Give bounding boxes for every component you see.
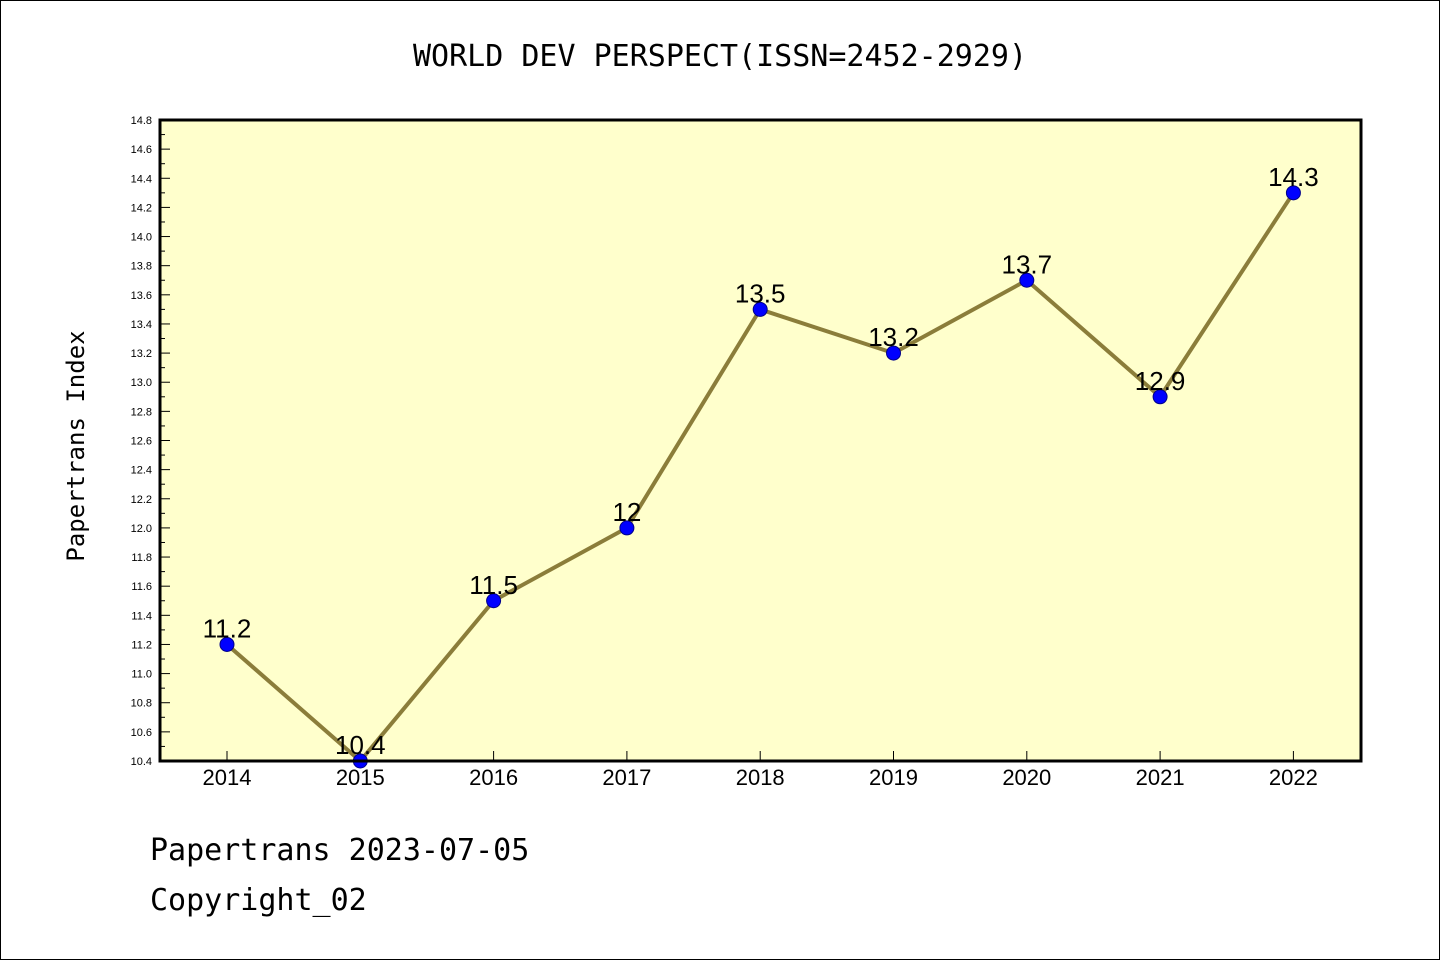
x-tick-label: 2017 <box>602 765 651 790</box>
y-tick-label: 11.2 <box>131 639 152 651</box>
data-labels: 11.2 10.4 11.5 12 13.5 13.2 13.7 12.9 14.3 <box>203 162 1319 760</box>
data-label: 11.5 <box>469 570 518 600</box>
plot-border <box>158 118 1363 763</box>
data-point <box>886 345 901 361</box>
y-tick-label: 10.8 <box>131 698 152 710</box>
footer-copyright: Copyright_02 <box>150 883 367 918</box>
data-point <box>486 593 502 609</box>
x-tick-label: 2022 <box>1269 765 1318 790</box>
y-tick-label: 14.2 <box>131 202 152 214</box>
y-tick-label: 11.8 <box>131 552 152 564</box>
y-tick-label: 12.0 <box>131 523 152 535</box>
data-label: 10.4 <box>335 730 386 760</box>
x-tick-label: 2016 <box>469 765 518 790</box>
data-label: 14.3 <box>1268 162 1319 192</box>
x-tick-label: 2019 <box>869 765 918 790</box>
x-tick-label: 2020 <box>1002 765 1051 790</box>
y-tick-label: 13.8 <box>131 261 152 273</box>
data-point <box>1285 185 1301 201</box>
y-tick-label: 14.0 <box>131 232 152 244</box>
data-point <box>1152 389 1168 405</box>
data-point <box>1019 272 1035 288</box>
y-tick-label: 12.2 <box>131 494 152 506</box>
x-tick-label: 2018 <box>736 765 785 790</box>
data-label: 12.9 <box>1135 366 1186 396</box>
data-label: 13.7 <box>1001 249 1052 279</box>
y-tick-label: 11.6 <box>131 581 152 593</box>
y-tick-label: 13.4 <box>131 319 152 331</box>
x-tick-label: 2021 <box>1136 765 1185 790</box>
y-tick-label: 12.6 <box>131 436 152 448</box>
plot-area <box>160 120 1361 761</box>
y-tick-label: 14.8 <box>131 115 152 127</box>
y-tick-label: 14.4 <box>131 173 152 185</box>
data-point <box>752 301 768 317</box>
y-tick-label: 12.8 <box>131 406 152 418</box>
chart-title: WORLD DEV PERSPECT(ISSN=2452-2929) <box>413 39 1027 74</box>
x-tick-label: 2014 <box>203 765 252 790</box>
y-tick-label: 10.4 <box>131 756 152 768</box>
y-axis: 10.4 10.6 10.8 11.0 11.2 11.4 11.6 11.8 12.0 12.2… <box>131 115 170 768</box>
data-label: 11.2 <box>203 613 252 643</box>
y-tick-label: 12.4 <box>131 465 152 477</box>
y-tick-label: 13.6 <box>131 290 152 302</box>
data-label: 13.2 <box>868 322 919 352</box>
y-axis-label: Papertrans Index <box>62 330 90 561</box>
data-label: 12 <box>612 497 641 527</box>
y-tick-label: 11.0 <box>131 669 152 681</box>
data-label: 13.5 <box>735 278 786 308</box>
y-tick-label: 11.4 <box>131 610 152 622</box>
x-tick-label: 2015 <box>336 765 385 790</box>
data-point <box>619 520 635 536</box>
y-tick-label: 13.0 <box>131 377 152 389</box>
x-axis: 2014 2015 2016 2017 2018 2019 2020 2021 2022 <box>203 751 1318 790</box>
y-tick-label: 10.6 <box>131 727 152 739</box>
y-tick-label: 14.6 <box>131 144 152 156</box>
data-markers <box>219 185 1301 769</box>
data-point <box>219 636 235 652</box>
footer-date-line: Papertrans 2023-07-05 <box>150 833 530 868</box>
y-tick-label: 13.2 <box>131 348 152 360</box>
